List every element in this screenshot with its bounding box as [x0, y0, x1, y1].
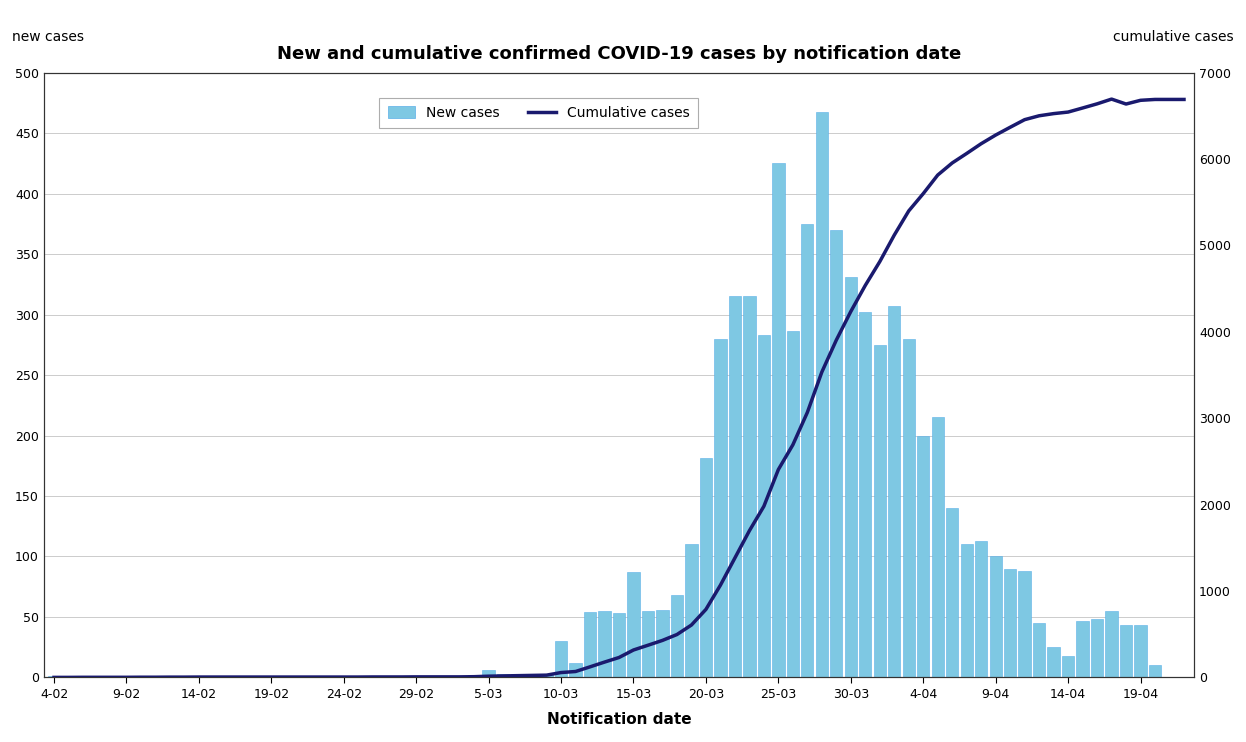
- Bar: [773, 163, 785, 677]
- Bar: [1149, 666, 1161, 677]
- Bar: [468, 675, 480, 677]
- Bar: [613, 614, 625, 677]
- Bar: [77, 676, 90, 677]
- Bar: [860, 312, 871, 677]
- Bar: [541, 674, 553, 677]
- Bar: [598, 611, 611, 677]
- Bar: [1105, 611, 1118, 677]
- Bar: [758, 335, 770, 677]
- Bar: [163, 676, 176, 677]
- Bar: [1004, 568, 1017, 677]
- Bar: [47, 676, 60, 677]
- Text: cumulative cases: cumulative cases: [1113, 30, 1234, 44]
- Bar: [670, 595, 683, 677]
- Bar: [1048, 647, 1060, 677]
- Bar: [946, 508, 958, 677]
- Bar: [642, 611, 654, 677]
- Bar: [497, 674, 510, 677]
- Bar: [830, 230, 842, 677]
- Bar: [1134, 626, 1146, 677]
- Title: New and cumulative confirmed COVID-19 cases by notification date: New and cumulative confirmed COVID-19 ca…: [277, 45, 961, 62]
- Bar: [685, 545, 698, 677]
- Bar: [976, 541, 987, 677]
- Bar: [569, 663, 582, 677]
- Bar: [554, 641, 567, 677]
- Bar: [902, 339, 915, 677]
- Bar: [816, 113, 829, 677]
- Bar: [801, 224, 814, 677]
- X-axis label: Notification date: Notification date: [547, 712, 692, 727]
- Bar: [1033, 623, 1045, 677]
- Bar: [526, 674, 538, 677]
- Bar: [584, 612, 596, 677]
- Bar: [1120, 626, 1133, 677]
- Bar: [366, 676, 379, 677]
- Bar: [729, 296, 741, 677]
- Bar: [961, 545, 973, 677]
- Bar: [1018, 571, 1030, 677]
- Text: new cases: new cases: [12, 30, 85, 44]
- Bar: [511, 674, 523, 677]
- Bar: [743, 296, 755, 677]
- Bar: [873, 345, 886, 677]
- Bar: [989, 556, 1002, 677]
- Bar: [714, 339, 726, 677]
- Bar: [932, 417, 944, 677]
- Bar: [786, 332, 799, 677]
- Bar: [1062, 656, 1074, 677]
- Bar: [193, 676, 206, 677]
- Bar: [917, 436, 930, 677]
- Bar: [1077, 620, 1089, 677]
- Bar: [410, 676, 422, 677]
- Bar: [700, 459, 711, 677]
- Bar: [135, 676, 147, 677]
- Bar: [482, 670, 495, 677]
- Bar: [627, 572, 639, 677]
- Bar: [888, 306, 901, 677]
- Bar: [845, 277, 857, 677]
- Bar: [657, 610, 669, 677]
- Legend: New cases, Cumulative cases: New cases, Cumulative cases: [379, 98, 698, 128]
- Bar: [1091, 620, 1103, 677]
